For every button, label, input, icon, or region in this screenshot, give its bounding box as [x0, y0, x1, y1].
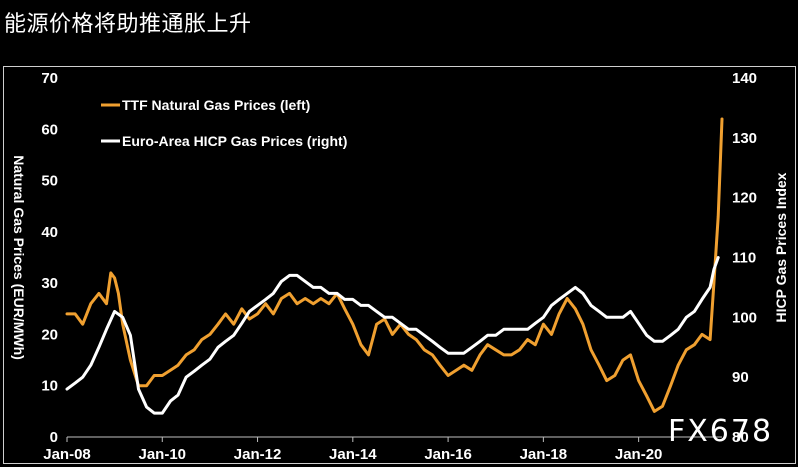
y-right-tick-label: 90 — [732, 369, 749, 386]
ttf-series-line — [65, 117, 724, 413]
legend-label: Euro-Area HICP Gas Prices (right) — [122, 133, 347, 149]
y-right-tick-label: 140 — [732, 70, 757, 87]
y-right-tick-label: 130 — [732, 130, 757, 147]
y-left-tick-label: 0 — [50, 429, 58, 446]
watermark: FX678 — [668, 414, 774, 449]
hicp-series-line — [65, 256, 720, 415]
legend-label: TTF Natural Gas Prices (left) — [122, 97, 310, 113]
y-left-axis-title: Natural Gas Prices (EUR/MWh) — [11, 155, 27, 360]
y-right-tick-label: 120 — [732, 190, 757, 207]
chart-frame — [3, 66, 796, 464]
x-tick-label: Jan-12 — [234, 446, 282, 463]
x-tick-label: Jan-20 — [615, 446, 663, 463]
x-tick-label: Jan-18 — [520, 446, 568, 463]
y-left-tick-label: 70 — [41, 70, 58, 87]
y-left-tick-label: 50 — [41, 173, 58, 190]
y-left-tick-label: 60 — [41, 121, 58, 138]
y-left-tick-label: 20 — [41, 326, 58, 343]
page-title: 能源价格将助推通胀上升 — [4, 12, 252, 37]
x-tick-label: Jan-10 — [139, 446, 187, 463]
x-tick-label: Jan-14 — [329, 446, 377, 463]
x-tick-label: Jan-08 — [43, 446, 91, 463]
y-right-axis-title: HICP Gas Prices Index — [773, 172, 789, 322]
y-right-tick-label: 100 — [732, 309, 757, 326]
y-left-tick-label: 10 — [41, 378, 58, 395]
y-left-tick-label: 30 — [41, 275, 58, 292]
y-right-tick-label: 80 — [732, 429, 749, 446]
y-right-tick-label: 110 — [732, 250, 756, 267]
y-left-tick-label: 40 — [41, 224, 58, 241]
x-tick-label: Jan-16 — [424, 446, 472, 463]
